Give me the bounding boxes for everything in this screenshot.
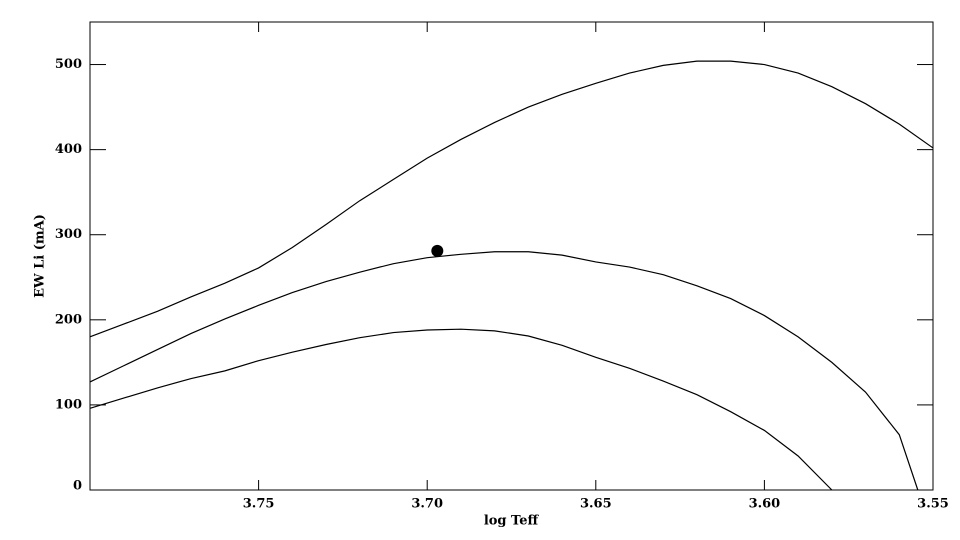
y-tick-label: 0 (73, 479, 82, 494)
y-tick-label: 100 (55, 397, 82, 412)
x-tick-label: 3.70 (411, 497, 443, 512)
x-axis-label: log Teff (484, 514, 540, 529)
x-tick-label: 3.75 (243, 497, 275, 512)
x-tick-label: 3.55 (917, 497, 949, 512)
data-point (431, 244, 444, 257)
y-tick-label: 200 (55, 312, 82, 327)
x-tick-label: 3.65 (580, 497, 612, 512)
y-tick-label: 400 (55, 142, 82, 157)
y-axis-label: EW Li (mA) (33, 214, 48, 298)
curve (89, 60, 934, 338)
plot-frame (89, 21, 934, 491)
curve (89, 328, 833, 491)
x-tick-label: 3.60 (749, 497, 781, 512)
curve (89, 251, 919, 491)
y-tick-label: 500 (55, 57, 82, 72)
y-tick-label: 300 (55, 227, 82, 242)
